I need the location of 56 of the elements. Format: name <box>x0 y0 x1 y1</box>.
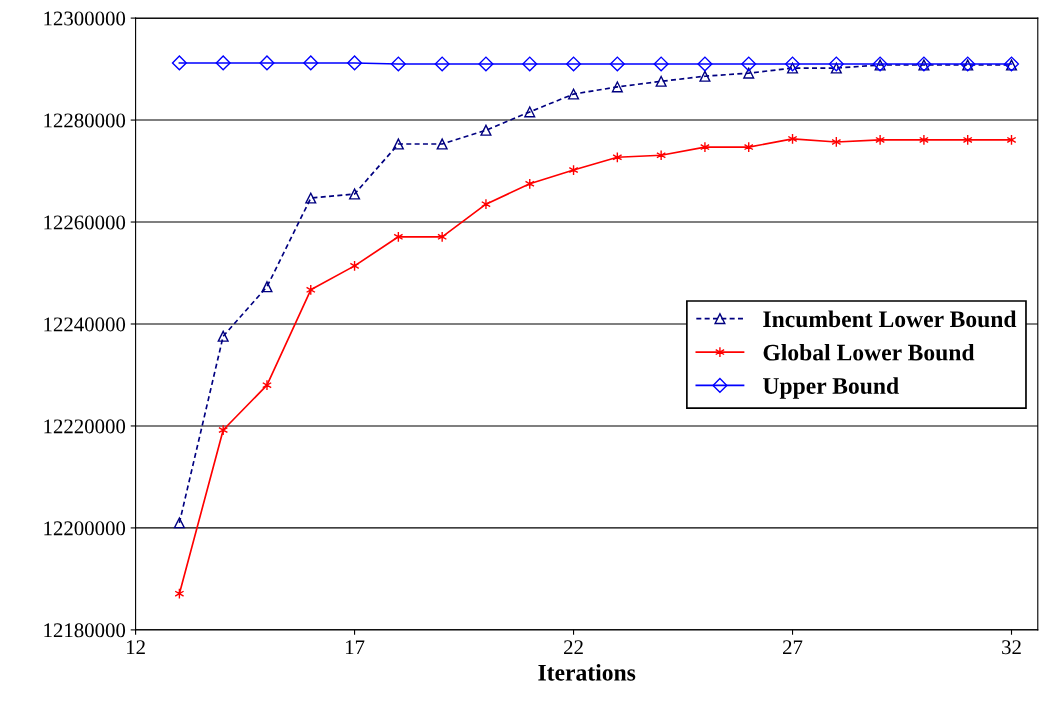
point <box>697 56 713 72</box>
y-tick-label: 12300000 <box>44 11 126 26</box>
point <box>261 281 273 293</box>
point <box>481 198 491 210</box>
point <box>741 56 757 72</box>
point <box>830 62 842 74</box>
point <box>700 141 710 153</box>
y-tick-label: 12220000 <box>44 419 126 434</box>
point <box>655 75 667 87</box>
y-tick-label: 12180000 <box>44 623 126 638</box>
point <box>259 55 275 71</box>
y-tick-label: 12240000 <box>44 317 126 332</box>
point <box>828 56 844 72</box>
legend-label: Global Lower Bound <box>763 343 975 361</box>
point <box>524 106 536 118</box>
point <box>346 55 363 71</box>
point <box>305 192 317 204</box>
point <box>171 55 187 71</box>
point <box>875 134 886 146</box>
y-tick-label: 12200000 <box>44 521 126 536</box>
point <box>699 70 711 82</box>
point <box>786 62 799 74</box>
point <box>567 88 580 100</box>
legend-label: Upper Bound <box>763 377 899 399</box>
point <box>656 149 667 161</box>
point <box>437 231 448 243</box>
point <box>784 56 801 72</box>
point <box>480 124 492 136</box>
point <box>522 56 538 72</box>
y-tick-label: 12280000 <box>44 113 126 128</box>
point <box>565 56 582 72</box>
point <box>390 56 406 72</box>
x-tick-label: 22 <box>564 640 583 655</box>
point <box>653 56 669 72</box>
point <box>303 55 319 71</box>
point <box>478 56 494 72</box>
point <box>392 138 404 150</box>
point <box>743 67 755 79</box>
x-tick-label: 27 <box>783 640 803 655</box>
x-tick-label: 12 <box>127 640 145 655</box>
point <box>436 138 448 150</box>
x-tick-label: 17 <box>345 640 365 655</box>
point <box>173 517 185 529</box>
x-axis-title: Iterations <box>538 664 636 681</box>
point <box>262 379 272 391</box>
point <box>919 134 929 146</box>
y-tick-label: 12260000 <box>44 215 126 230</box>
x-tick-label: 32 <box>1002 640 1021 655</box>
point <box>349 188 361 200</box>
legend-label: Incumbent Lower Bound <box>763 310 1017 328</box>
point <box>217 330 229 342</box>
point <box>218 424 229 436</box>
point <box>611 81 623 93</box>
point <box>434 56 450 72</box>
point <box>609 56 625 72</box>
point <box>215 55 231 71</box>
